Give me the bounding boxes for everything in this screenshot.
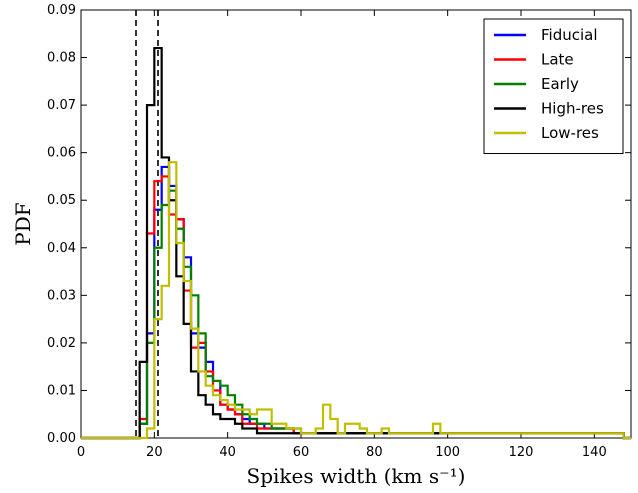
- y-tick-label: 0.03: [47, 288, 76, 303]
- x-tick-label: 100: [435, 445, 460, 460]
- legend: Fiducial Late Early High-res Low-res: [483, 18, 624, 154]
- series-layer: [81, 46, 631, 440]
- legend-label: Early: [541, 75, 579, 93]
- series-late: [81, 175, 631, 440]
- y-axis-label: PDF: [11, 202, 35, 245]
- y-tick-label: 0.07: [47, 98, 76, 113]
- plot-frame: [80, 9, 632, 439]
- y-axis: 0.00 0.01 0.02 0.03 0.04 0.05 0.06 0.07 0.08 0.09: [47, 3, 631, 446]
- series-low-res: [81, 161, 631, 440]
- y-tick-label: 0.00: [47, 431, 76, 446]
- y-tick-label: 0.08: [47, 51, 76, 66]
- y-tick-label: 0.05: [47, 193, 76, 208]
- x-tick-label: 0: [77, 445, 85, 460]
- y-tick-label: 0.09: [47, 3, 76, 18]
- x-tick-label: 20: [146, 445, 163, 460]
- y-tick-label: 0.01: [47, 383, 76, 398]
- legend-label: High-res: [541, 100, 604, 118]
- y-tick-label: 0.04: [47, 241, 76, 256]
- x-tick-label: 120: [509, 445, 534, 460]
- series-fiducial: [81, 165, 631, 440]
- x-axis-label: Spikes width (km s⁻¹): [247, 464, 466, 488]
- y-tick-label: 0.06: [47, 146, 76, 161]
- series-early: [81, 189, 631, 440]
- reference-lines: [135, 10, 159, 438]
- x-tick-label: 60: [293, 445, 310, 460]
- legend-label: Low-res: [541, 124, 599, 142]
- x-tick-label: 40: [219, 445, 236, 460]
- legend-label: Fiducial: [541, 26, 598, 44]
- y-tick-label: 0.02: [47, 336, 76, 351]
- x-tick-label: 140: [582, 445, 607, 460]
- x-tick-label: 80: [366, 445, 383, 460]
- legend-label: Late: [541, 51, 574, 69]
- legend-box: [483, 18, 624, 154]
